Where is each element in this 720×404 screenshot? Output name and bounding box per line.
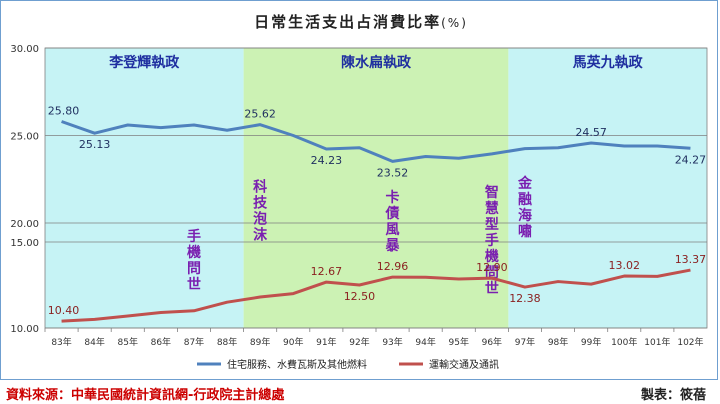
chart-frame: 日常生活支出占消費比率(%) 10.00 15.00 20.00 25.00 30.00 李… bbox=[0, 0, 718, 380]
data-label: 24.57 bbox=[575, 126, 607, 139]
y-tick-label: 20.00 bbox=[10, 219, 39, 230]
data-label: 24.23 bbox=[311, 154, 343, 167]
data-label: 13.37 bbox=[675, 253, 707, 266]
x-tick-label: 100年 bbox=[611, 336, 637, 348]
x-tick-label: 92年 bbox=[349, 336, 369, 348]
x-tick-label: 102年 bbox=[677, 336, 703, 348]
chart-maker-note: 製表：筱蓓 bbox=[640, 388, 706, 403]
era-label-1: 李登輝執政 bbox=[108, 54, 180, 71]
data-label: 25.62 bbox=[244, 108, 276, 121]
x-tick-label: 94年 bbox=[415, 336, 435, 348]
event-annotation-3: 卡債風暴 bbox=[385, 189, 401, 254]
data-label: 12.96 bbox=[377, 260, 409, 273]
data-label: 13.02 bbox=[609, 259, 641, 272]
x-tick-label: 97年 bbox=[515, 336, 535, 348]
y-tick-label: 10.00 bbox=[10, 324, 39, 335]
data-label: 12.67 bbox=[311, 265, 343, 278]
data-label: 12.38 bbox=[509, 292, 541, 305]
event-annotation-1: 手機問世 bbox=[187, 228, 201, 293]
legend-label-2: 運輸交通及通訊 bbox=[429, 358, 499, 371]
y-tick-label: 30.00 bbox=[10, 44, 39, 55]
chart-title-unit: (%) bbox=[441, 16, 468, 30]
series-line-1 bbox=[61, 120, 691, 163]
footer: 資料來源：中華民國統計資訊網-行政院主計總處 製表：筱蓓 bbox=[0, 382, 720, 404]
legend-label-1: 住宅服務、水費瓦斯及其他燃料 bbox=[227, 358, 367, 371]
x-tick-label: 101年 bbox=[644, 336, 670, 348]
data-label: 10.40 bbox=[48, 304, 80, 317]
data-label: 12.90 bbox=[476, 261, 508, 274]
x-tick-label: 86年 bbox=[151, 336, 171, 348]
x-tick-label: 99年 bbox=[581, 336, 601, 348]
chart-title: 日常生活支出占消費比率(%) bbox=[254, 13, 468, 31]
event-annotation-5: 金融海嘯 bbox=[517, 175, 533, 240]
era-label-2: 陳水扁執政 bbox=[341, 54, 412, 71]
data-label: 24.27 bbox=[675, 153, 707, 166]
y-tick-label: 25.00 bbox=[10, 132, 39, 143]
x-tick-label: 95年 bbox=[449, 336, 469, 348]
data-label: 12.50 bbox=[344, 290, 376, 303]
event-annotation-2: 科技泡沫 bbox=[253, 179, 268, 244]
x-tick-label: 87年 bbox=[184, 336, 204, 348]
data-label: 25.80 bbox=[48, 105, 80, 118]
x-tick-label: 91年 bbox=[316, 336, 336, 348]
data-source-note: 資料來源：中華民國統計資訊網-行政院主計總處 bbox=[6, 388, 285, 403]
x-tick-label: 90年 bbox=[283, 336, 303, 348]
data-label: 25.13 bbox=[79, 138, 111, 151]
x-tick-label: 98年 bbox=[548, 336, 568, 348]
x-tick-label: 93年 bbox=[382, 336, 402, 348]
series-line-2 bbox=[61, 268, 691, 323]
line-chart: 日常生活支出占消費比率(%) 10.00 15.00 20.00 25.00 30.00 李… bbox=[10, 13, 708, 371]
x-tick-label: 84年 bbox=[84, 336, 104, 348]
era-band-2 bbox=[243, 48, 509, 328]
x-tick-label: 85年 bbox=[118, 336, 138, 348]
data-label: 23.52 bbox=[377, 166, 409, 179]
era-band-1 bbox=[45, 48, 244, 328]
x-tick-label: 89年 bbox=[250, 336, 270, 348]
y-tick-label: 15.00 bbox=[10, 238, 39, 249]
era-label-3: 馬英九執政 bbox=[573, 54, 644, 71]
x-tick-label: 83年 bbox=[51, 336, 71, 348]
x-tick-label: 96年 bbox=[482, 336, 502, 348]
x-tick-label: 88年 bbox=[217, 336, 237, 348]
